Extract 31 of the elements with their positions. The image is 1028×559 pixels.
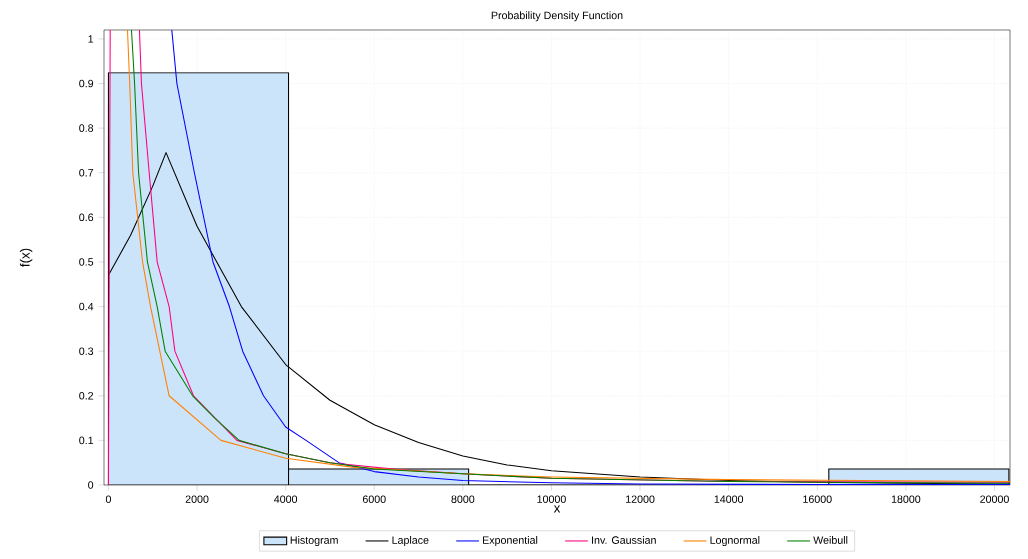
x-tick-label: 8000 [451,495,475,503]
y-tick-label: 0.5 [79,258,94,266]
x-tick-label: 0 [105,495,111,503]
x-axis-title: x [553,505,561,513]
legend-label: Exponential [483,536,538,547]
y-tick-label: 0.9 [79,79,94,88]
x-tick-label: 12000 [626,495,655,503]
y-tick-label: 0.2 [79,392,94,400]
x-tick-label: 10000 [537,495,566,503]
y-axis-title: f(x) [19,248,33,267]
x-tick-label: 18000 [891,495,921,503]
y-tick-label: 0.3 [79,347,94,355]
x-tick-label: 6000 [362,495,386,503]
y-tick-label: 0.8 [79,124,94,132]
x-tick-label: 4000 [274,495,298,503]
y-tick-label: 1 [88,35,94,43]
y-tick-label: 0 [88,481,94,489]
x-tick-label: 2000 [185,495,209,503]
x-tick-label: 20000 [980,495,1009,503]
legend-label: Weibull [813,536,848,544]
y-tick-label: 0.6 [79,213,94,222]
x-tick-label: 14000 [714,495,744,503]
y-tick-label: 0.1 [79,436,94,445]
legend-label: Histogram [290,536,338,547]
y-tick-label: 0.4 [79,302,94,311]
y-tick-label: 0.7 [79,168,94,177]
legend-label: Laplace [392,536,429,547]
legend-label: Inv. Gaussian [592,536,656,544]
chart-title: Probability Density Function [491,11,623,22]
legend-label: Lognormal [710,536,760,547]
x-tick-label: 16000 [803,495,832,503]
